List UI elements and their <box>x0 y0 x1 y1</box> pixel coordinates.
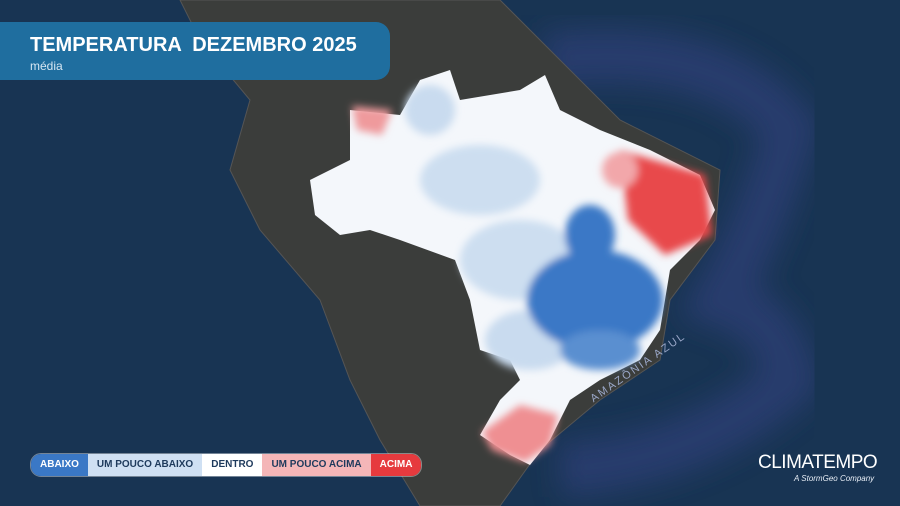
legend-item: UM POUCO ABAIXO <box>87 454 203 476</box>
maritime-zone <box>541 28 821 498</box>
title: TEMPERATURA DEZEMBRO 2025 <box>30 34 357 56</box>
legend-item: ABAIXO <box>31 454 88 476</box>
anomaly-areas <box>352 85 712 462</box>
header: TEMPERATURA DEZEMBRO 2025 média <box>0 22 390 80</box>
legend-item: DENTRO <box>202 454 263 476</box>
legend-item: ACIMA <box>370 454 422 476</box>
legend: ABAIXO UM POUCO ABAIXO DENTRO UM POUCO ACIM… <box>30 453 423 477</box>
brand-tagline: A StormGeo Company <box>794 474 875 483</box>
legend-item: UM POUCO ACIMA <box>262 454 371 476</box>
brand-logo: CLIMATEMPO <box>758 452 878 473</box>
subtitle: média <box>30 59 63 73</box>
